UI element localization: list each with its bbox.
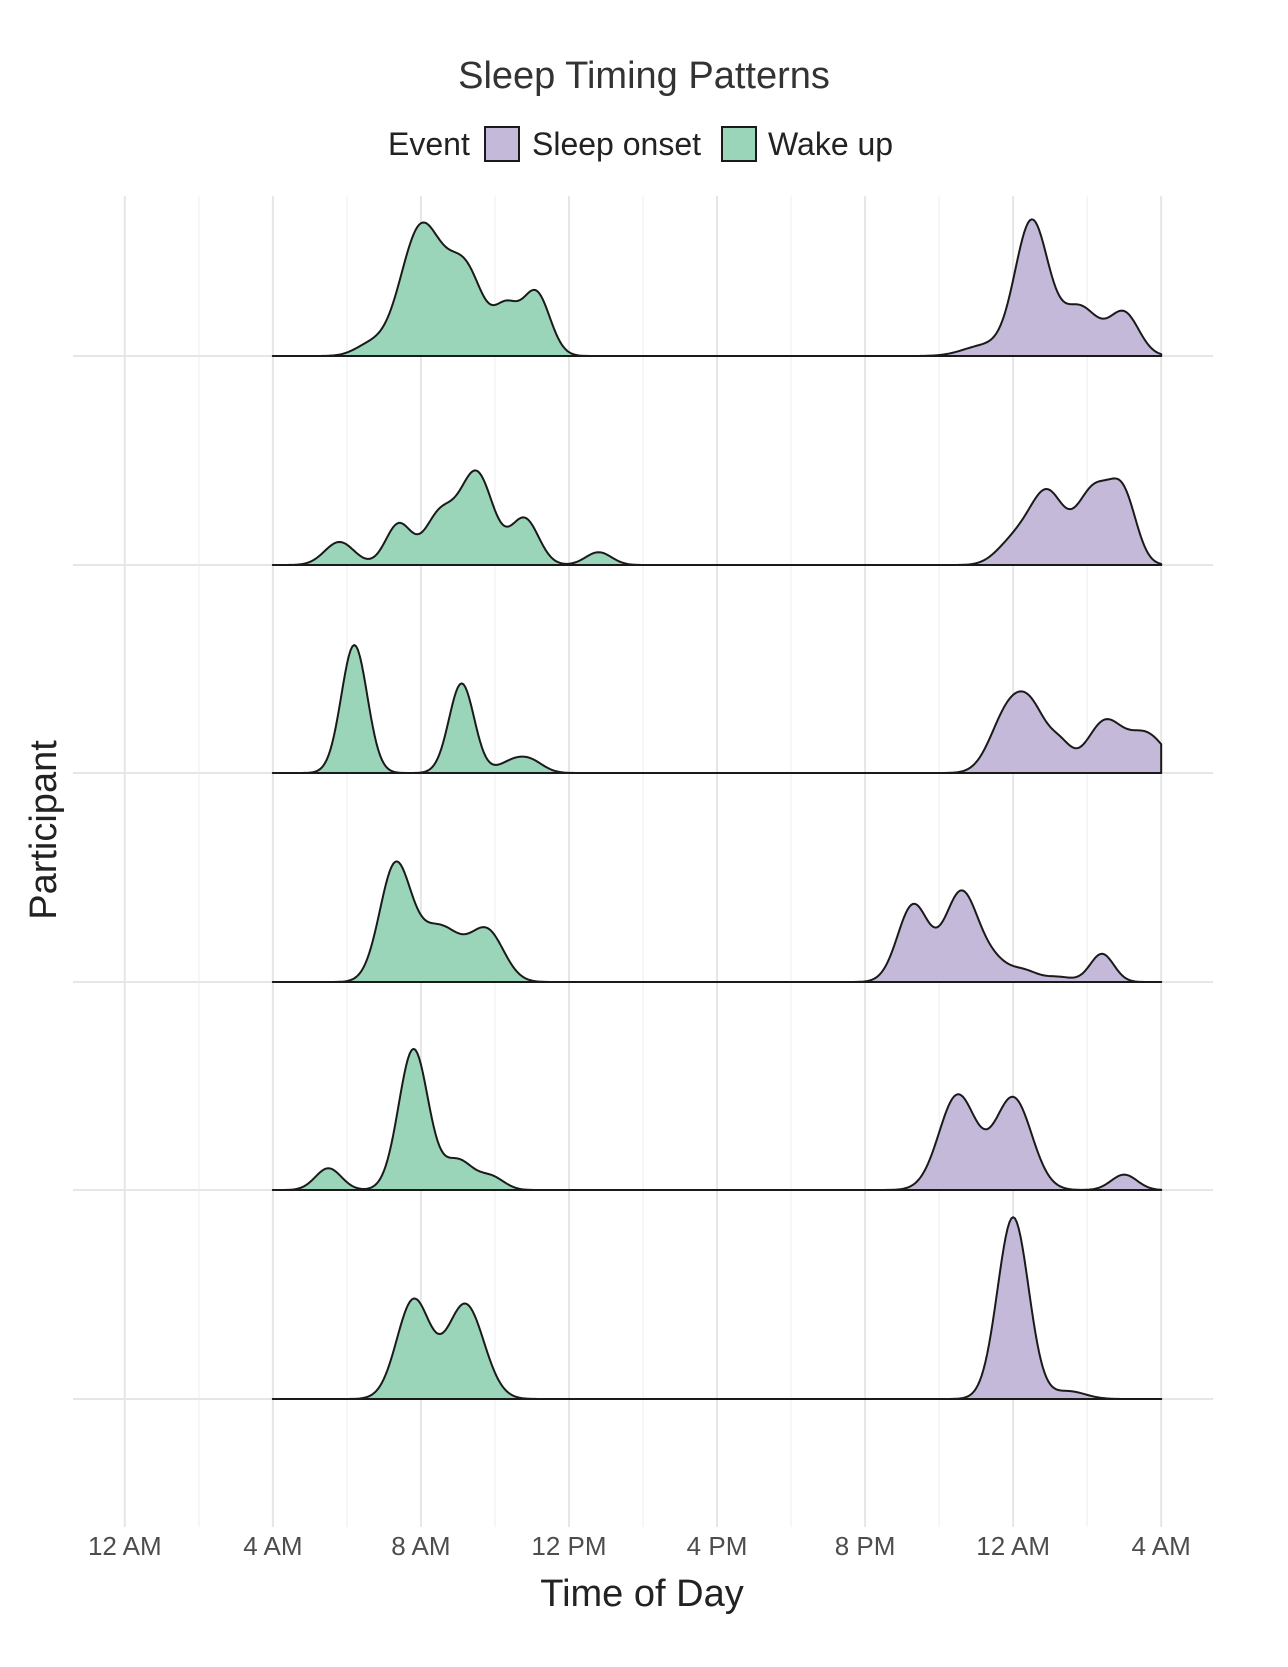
ridge-row-participant — [271, 1216, 1163, 1400]
ridge-row-participant — [271, 469, 1163, 566]
x-tick-label: 4 AM — [243, 1531, 302, 1561]
x-tick-label: 12 AM — [976, 1531, 1050, 1561]
ridges-layer — [271, 218, 1163, 1400]
ridge-wake-up — [271, 1047, 1163, 1191]
x-tick-label: 12 PM — [531, 1531, 606, 1561]
y-axis-title: Participant — [23, 740, 65, 920]
ridge-wake-up — [271, 1297, 1163, 1400]
legend-title: Event — [388, 126, 470, 162]
legend: Event Sleep onset Wake up — [388, 126, 893, 162]
ridge-wake-up — [271, 860, 1163, 983]
x-axis-title: Time of Day — [540, 1573, 743, 1615]
ridge-row-participant — [271, 644, 1163, 774]
ridge-wake-up — [271, 644, 1163, 774]
legend-swatch-sleep-onset — [484, 126, 520, 162]
legend-label-wake-up: Wake up — [768, 126, 893, 162]
x-tick-label: 8 PM — [835, 1531, 896, 1561]
x-tick-label: 4 AM — [1132, 1531, 1191, 1561]
x-tick-label: 8 AM — [391, 1531, 450, 1561]
ridge-wake-up — [271, 221, 1163, 357]
ridge-row-participant — [271, 1047, 1163, 1191]
legend-label-sleep-onset: Sleep onset — [532, 126, 701, 162]
grid-layer — [73, 196, 1213, 1527]
x-tick-label: 12 AM — [88, 1531, 162, 1561]
x-axis-tick-labels: 12 AM 4 AM 8 AM 12 PM 4 PM 8 PM 12 AM 4 AM — [88, 1531, 1191, 1561]
x-tick-label: 4 PM — [687, 1531, 748, 1561]
ridge-wake-up — [271, 469, 1163, 566]
chart-title: Sleep Timing Patterns — [458, 55, 830, 97]
ridge-row-participant — [271, 860, 1163, 983]
ridge-row-participant — [271, 218, 1163, 357]
legend-swatch-wake-up — [721, 126, 757, 162]
